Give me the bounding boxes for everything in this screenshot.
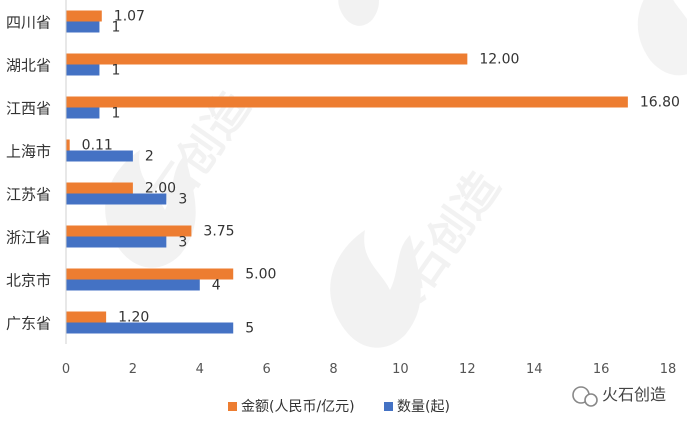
data-label-amount: 16.80	[640, 95, 680, 111]
data-label-amount: 5.00	[245, 267, 276, 283]
x-tick-label: 4	[196, 362, 204, 377]
data-label-count: 1	[111, 106, 120, 122]
data-label-amount: 1.20	[118, 310, 149, 326]
data-label-count: 4	[212, 278, 221, 294]
x-tick-label: 0	[62, 362, 70, 377]
data-label-count: 3	[178, 192, 187, 208]
bar-count	[66, 150, 133, 162]
data-label-amount: 12.00	[479, 52, 519, 68]
legend-swatch-count	[384, 402, 393, 411]
x-tick-label: 10	[392, 362, 409, 377]
x-axis: 0 2 4 6 8 10 12 14 16 18	[62, 362, 676, 377]
category-label: 北京市	[6, 272, 51, 290]
x-tick-label: 14	[526, 362, 543, 377]
category-label: 湖北省	[6, 57, 51, 75]
legend: 金额(人民币/亿元) 数量(起)	[228, 399, 450, 415]
legend-label-count: 数量(起)	[397, 399, 450, 415]
plot-area: 1.07112.00116.8010.1122.0033.7535.0041.2…	[66, 9, 680, 337]
category-label: 浙江省	[6, 229, 51, 247]
data-label-amount: 0.11	[82, 138, 113, 154]
x-tick-label: 6	[263, 362, 271, 377]
bar-count	[66, 107, 100, 119]
bar-count	[66, 64, 100, 76]
bar-count	[66, 322, 234, 334]
bar-amount	[66, 225, 192, 237]
category-label: 上海市	[6, 143, 51, 161]
bar-amount	[66, 139, 70, 151]
footer-brand: 火石创造	[572, 385, 666, 407]
watermark-layer: 火石创造 火石创造	[105, 0, 687, 348]
data-label-count: 5	[245, 321, 254, 337]
data-label-count: 3	[178, 235, 187, 251]
bar-amount	[66, 53, 468, 65]
wechat-icon	[572, 386, 598, 407]
bar-amount	[66, 311, 107, 323]
bar-count	[66, 193, 167, 205]
bar-amount	[66, 182, 133, 194]
watermark-text: 火石创造	[367, 163, 510, 336]
x-tick-label: 2	[129, 362, 137, 377]
bar-count	[66, 279, 200, 291]
bar-count	[66, 236, 167, 248]
data-label-count: 2	[145, 149, 154, 165]
bar-amount	[66, 268, 234, 280]
x-tick-label: 8	[329, 362, 337, 377]
bar-count	[66, 21, 100, 33]
category-label: 江西省	[6, 100, 51, 118]
category-label: 四川省	[6, 14, 51, 32]
flame-logo-icon	[330, 230, 421, 348]
category-label: 广东省	[6, 315, 51, 333]
x-tick-label: 12	[459, 362, 476, 377]
category-label: 江苏省	[6, 186, 51, 204]
footer-brand-text: 火石创造	[602, 385, 666, 404]
data-label-count: 1	[111, 20, 120, 36]
data-label-count: 1	[111, 63, 120, 79]
bar-amount	[66, 96, 628, 108]
data-label-amount: 3.75	[203, 224, 234, 240]
bar-amount	[66, 10, 102, 22]
x-tick-label: 16	[593, 362, 610, 377]
legend-swatch-amount	[228, 402, 237, 411]
data-label-amount: 1.07	[114, 9, 145, 25]
x-tick-label: 18	[660, 362, 677, 377]
legend-label-amount: 金额(人民币/亿元)	[241, 399, 355, 415]
data-label-amount: 2.00	[145, 181, 176, 197]
flame-logo-icon	[637, 0, 687, 76]
flame-logo-icon	[338, 0, 379, 26]
